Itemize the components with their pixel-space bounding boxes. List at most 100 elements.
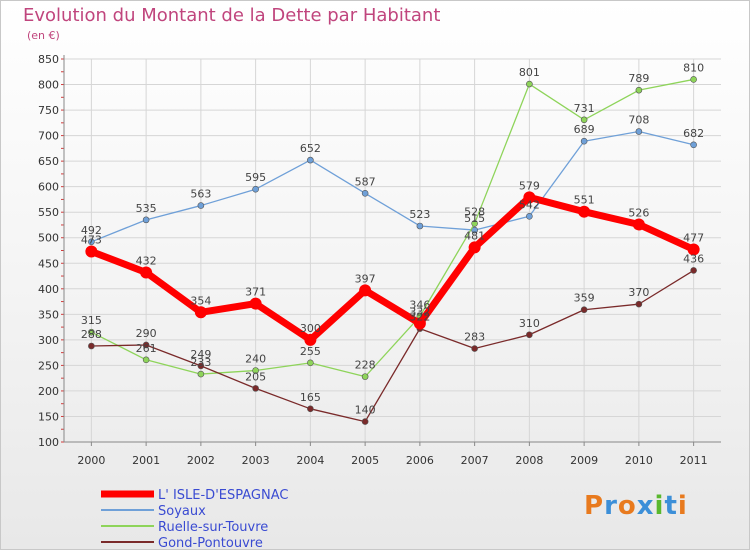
data-point [690,76,697,83]
data-label: 354 [190,294,211,307]
data-label: 473 [81,234,102,247]
series-layer [85,76,700,425]
data-label: 689 [574,123,595,136]
data-label: 228 [355,359,376,372]
x-tick-label: 2005 [351,454,379,467]
data-point [580,306,588,314]
data-point [580,116,588,124]
x-tick-label: 2011 [680,454,708,467]
data-label: 288 [81,328,102,341]
y-tick-label: 150 [38,410,59,423]
data-point [578,205,591,218]
x-tick-label: 2004 [296,454,324,467]
data-label: 371 [245,286,266,299]
data-point [249,297,262,310]
legend-label: Soyaux [158,504,206,519]
data-point [471,226,478,234]
data-point [690,267,697,274]
chart-title: Evolution du Montant de la Dette par Hab… [23,5,441,26]
data-label: 652 [300,142,321,155]
logo-letter: o [617,491,637,521]
data-point [416,222,424,230]
data-point [580,137,588,145]
data-label: 801 [519,66,540,79]
data-label: 240 [245,353,266,366]
data-point [526,212,533,220]
data-label: 708 [628,114,649,127]
logo-letter: r [604,491,618,521]
data-label: 492 [81,224,102,237]
data-point [361,373,369,380]
data-point [197,370,205,378]
data-label: 595 [245,171,266,184]
data-point [307,405,314,413]
data-label: 579 [519,179,540,192]
data-label: 810 [683,61,704,74]
data-point [88,328,95,336]
x-tick-label: 2000 [77,454,105,467]
x-tick-label: 2002 [187,454,215,467]
legend-label: Gond-Pontouvre [158,536,263,551]
data-label: 477 [683,231,704,244]
x-tick-label: 2007 [461,454,489,467]
data-point [85,245,98,258]
data-point [142,341,150,349]
data-point [687,243,700,256]
y-tick-label: 800 [38,79,59,92]
data-point [471,220,478,227]
data-point [523,191,536,204]
data-point [635,86,643,94]
data-label: 359 [574,292,595,305]
data-point [526,80,533,88]
data-label: 542 [519,198,540,211]
data-label: 165 [300,391,321,404]
y-tick-label: 100 [38,436,59,449]
data-point [471,345,478,352]
data-label: 290 [136,327,157,340]
data-point [635,300,643,308]
y-tick-label: 350 [38,308,59,321]
x-tick-label: 2001 [132,454,160,467]
data-point [635,128,643,135]
data-point [197,362,205,370]
axis-layer: 100 150 200 250 300 350 400 450 500 550 600 650 700 7… [38,53,721,467]
data-label: 249 [190,348,211,361]
data-label: 140 [355,404,376,417]
data-label: 523 [409,208,430,221]
y-tick-label: 550 [38,206,59,219]
y-tick-label: 250 [38,359,59,372]
logo-letter: P [584,491,605,521]
legend-label: Ruelle-sur-Touvre [158,520,268,535]
data-label: 563 [190,188,211,201]
y-tick-label: 750 [38,104,59,117]
data-label: 528 [464,205,485,218]
y-tick-label: 850 [38,53,59,66]
series-line-3 [91,269,694,423]
data-point [690,141,697,149]
data-label: 322 [409,311,430,324]
data-point [88,342,95,350]
legend: L' ISLE-D'ESPAGNACSoyauxRuelle-sur-Touvr… [101,488,288,551]
data-point [197,202,205,209]
data-label: 332 [409,306,430,319]
data-label: 587 [355,175,376,188]
legend-label: L' ISLE-D'ESPAGNAC [158,488,288,503]
data-point [632,218,645,231]
y-tick-label: 400 [38,283,59,296]
y-tick-label: 700 [38,130,59,143]
series-line-0 [90,193,696,344]
data-label: 283 [464,331,485,344]
x-tick-label: 2008 [515,454,543,467]
data-label: 261 [136,342,157,355]
data-label: 397 [355,272,376,285]
data-point [142,216,150,224]
chart-subtitle: (en €) [27,29,60,42]
x-tick-label: 2006 [406,454,434,467]
data-label: 310 [519,317,540,330]
data-point [252,185,259,193]
grid-layer [64,58,721,443]
series-line-1 [91,130,694,243]
y-tick-label: 500 [38,232,59,245]
data-label: 432 [136,254,157,267]
